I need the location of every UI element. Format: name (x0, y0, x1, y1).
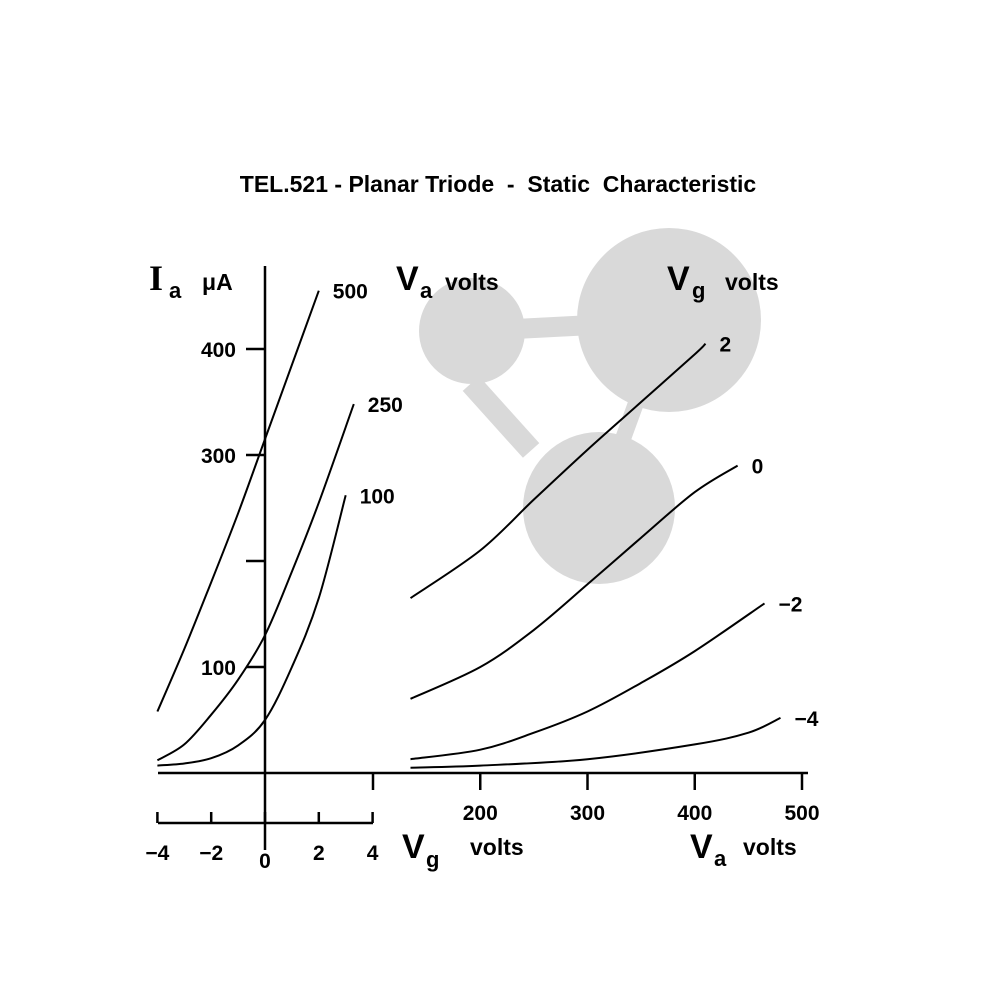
va-curve (157, 495, 347, 767)
vg-tick-label: −4 (145, 842, 169, 865)
va-axis-symbol: V (690, 828, 713, 866)
vg-ticks: −4 −2 0 2 4 (145, 812, 379, 873)
vg-axis-label: V g volts (402, 828, 524, 872)
va-tick-label: 400 (677, 802, 712, 825)
right-legend-header: V g volts (667, 260, 779, 303)
right-legend-unit: volts (725, 269, 779, 295)
va-curve-label: 100 (360, 485, 395, 508)
vg-curve (410, 602, 766, 761)
y-axis-subscript: a (169, 278, 182, 303)
vg-curve (410, 716, 781, 769)
y-tick-label: 400 (201, 339, 236, 362)
left-panel-curves: 500 250 100 (156, 281, 403, 767)
vg-curve (410, 464, 739, 700)
va-tick-label: 500 (784, 802, 819, 825)
va-tick-label: 200 (463, 802, 498, 825)
va-axis-label: V a volts (690, 828, 797, 871)
va-curve (156, 403, 355, 762)
va-ticks: 200 300 400 500 (371, 773, 820, 825)
vg-axis-symbol: V (402, 828, 425, 866)
vg-curve (409, 342, 707, 599)
vg-tick-label: 4 (367, 842, 379, 865)
left-legend-header: V a volts (396, 260, 499, 303)
vg-tick-label: 0 (259, 850, 271, 873)
chart-title: TEL.521 - Planar Triode - Static Charact… (240, 171, 757, 197)
y-tick-label: 300 (201, 445, 236, 468)
va-axis-subscript: a (714, 846, 727, 871)
right-panel-curves: 2 0 −2 −4 (409, 334, 819, 769)
va-curve-label: 250 (368, 394, 403, 417)
y-axis-unit: μA (202, 269, 233, 295)
vg-axis-subscript: g (426, 847, 439, 872)
va-tick-label: 300 (570, 802, 605, 825)
vg-tick-label: −2 (199, 842, 223, 865)
vg-curve-label: 0 (752, 456, 764, 479)
va-curve-label: 500 (333, 281, 368, 304)
vg-axis-unit: volts (470, 834, 524, 860)
left-legend-symbol: V (396, 260, 419, 298)
y-ticks: 100 300 400 (201, 339, 265, 680)
vg-curve-label: −4 (795, 708, 819, 731)
y-axis-label: I a μA (149, 258, 233, 303)
right-legend-subscript: g (692, 278, 705, 303)
vg-tick-label: 2 (313, 842, 325, 865)
y-tick-label: 100 (201, 657, 236, 680)
va-curve (156, 290, 320, 712)
vg-curve-label: −2 (778, 593, 802, 616)
molecule-watermark-icon (419, 228, 761, 584)
vg-curve-label: 2 (719, 334, 731, 357)
y-axis-symbol: I (149, 258, 163, 298)
left-legend-unit: volts (445, 269, 499, 295)
right-legend-symbol: V (667, 260, 690, 298)
va-axis-unit: volts (743, 834, 797, 860)
left-legend-subscript: a (420, 278, 433, 303)
